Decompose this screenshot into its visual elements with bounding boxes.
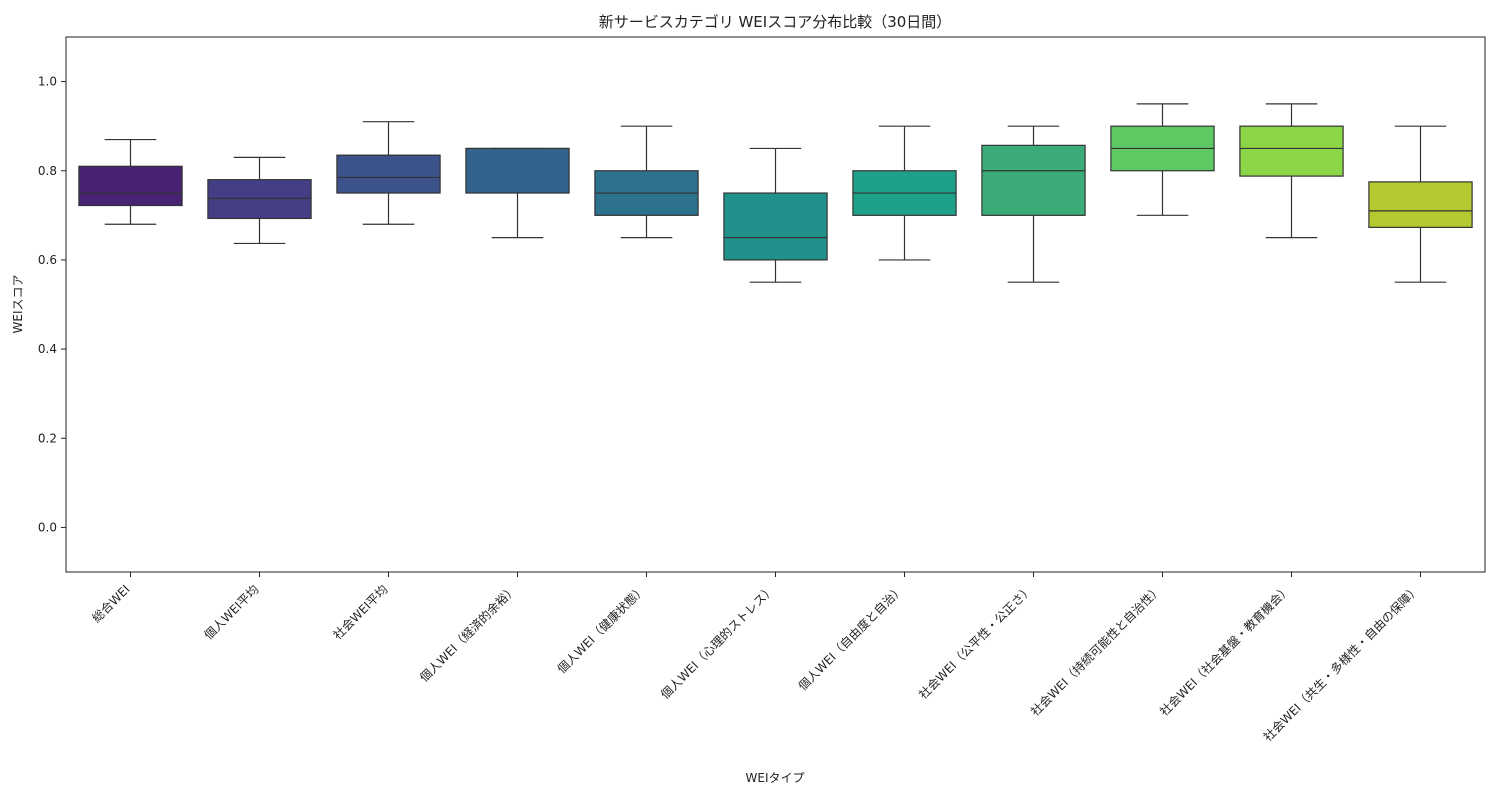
x-tick-label: 社会WEI（共生・多様性・自由の保障）: [1260, 582, 1423, 745]
x-tick-label: 社会WEI平均: [330, 582, 391, 643]
box: [1368, 181, 1473, 228]
x-tick-label: 個人WEI（自由度と自治）: [795, 582, 907, 694]
y-tick-label: 0.6: [38, 253, 57, 267]
x-tick-label: 個人WEI平均: [202, 582, 262, 642]
plot-frame: [65, 36, 1486, 573]
x-axis-label: WEIタイプ: [746, 771, 805, 785]
box: [465, 147, 570, 194]
x-tick-label: 社会WEI（持続可能性と自治性）: [1027, 582, 1164, 719]
x-tick-label: 個人WEI（経済的余裕）: [416, 582, 519, 685]
x-tick-label: 社会WEI（社会基盤・教育機会）: [1156, 582, 1293, 719]
y-tick-label: 0.4: [38, 342, 57, 356]
x-tick-label: 個人WEI（健康状態）: [554, 582, 649, 677]
y-tick-label: 1.0: [38, 75, 57, 89]
box: [207, 179, 312, 220]
x-tick-label: 総合WEI: [89, 582, 133, 626]
y-tick-label: 0.8: [38, 164, 57, 178]
y-tick-label: 0.0: [38, 520, 57, 534]
box: [981, 144, 1086, 216]
x-tick-label: 個人WEI（心理的ストレス）: [657, 582, 777, 702]
chart-title: 新サービスカテゴリ WEIスコア分布比較（30日間）: [599, 13, 952, 31]
x-tick-label: 社会WEI（公平性・公正さ）: [915, 582, 1035, 702]
box: [723, 192, 828, 261]
y-axis-label: WEIスコア: [11, 275, 25, 334]
y-tick-label: 0.2: [38, 431, 57, 445]
box: [78, 165, 183, 207]
box: [336, 154, 441, 194]
box: [1239, 125, 1344, 177]
